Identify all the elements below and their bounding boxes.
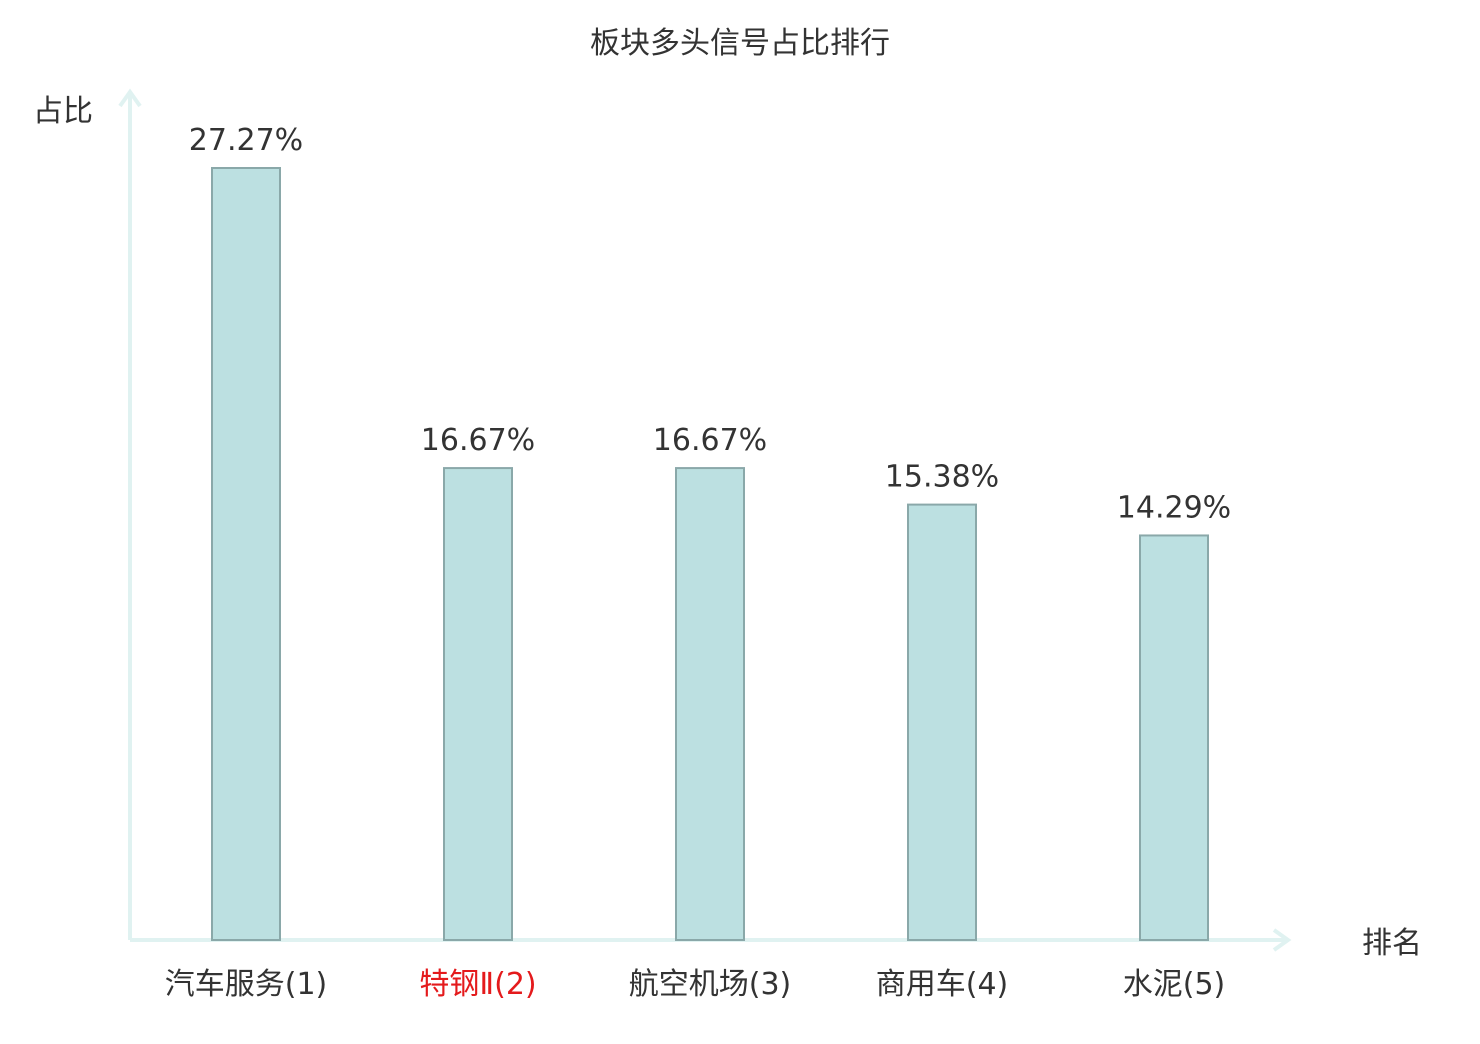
x-tick-label: 水泥(5)	[1123, 967, 1226, 1002]
bar	[443, 467, 513, 941]
x-tick-rank: (5)	[1183, 967, 1226, 1002]
x-axis-arrow	[1272, 928, 1292, 952]
y-axis-arrow	[118, 88, 142, 108]
value-labels: 27.27% 16.67% 16.67% 15.38% 14.29%	[189, 123, 1231, 525]
x-tick-label: 商用车(4)	[876, 967, 1009, 1002]
x-tick-label: 汽车服务(1)	[165, 967, 328, 1002]
x-tick-rank: (1)	[285, 967, 328, 1002]
x-tick-name: 汽车服务	[165, 967, 285, 1002]
x-axis-label: 排名	[1362, 926, 1422, 961]
value-label: 14.29%	[1117, 490, 1231, 525]
x-tick-label: 航空机场(3)	[629, 967, 792, 1002]
chart-title: 板块多头信号占比排行	[590, 26, 890, 61]
y-axis-label: 占比	[33, 94, 93, 129]
bars	[211, 167, 1209, 941]
value-label: 16.67%	[653, 423, 767, 458]
x-tick-label: 特钢Ⅱ(2)	[419, 967, 536, 1002]
value-label: 27.27%	[189, 123, 303, 158]
bar	[1139, 534, 1209, 941]
value-label: 16.67%	[421, 423, 535, 458]
x-tick-name: 商用车	[876, 967, 966, 1002]
bar	[907, 503, 977, 941]
category-labels: 汽车服务(1) 特钢Ⅱ(2) 航空机场(3) 商用车(4) 水泥(5)	[165, 967, 1226, 1002]
bar	[211, 167, 281, 941]
x-tick-rank: (4)	[966, 967, 1009, 1002]
x-tick-name: 特钢Ⅱ	[419, 967, 494, 1002]
value-label: 15.38%	[885, 460, 999, 495]
x-tick-rank: (2)	[494, 967, 537, 1002]
x-tick-name: 航空机场	[629, 967, 749, 1002]
bar	[675, 467, 745, 941]
x-tick-name: 水泥	[1123, 967, 1183, 1002]
x-tick-rank: (3)	[749, 967, 792, 1002]
